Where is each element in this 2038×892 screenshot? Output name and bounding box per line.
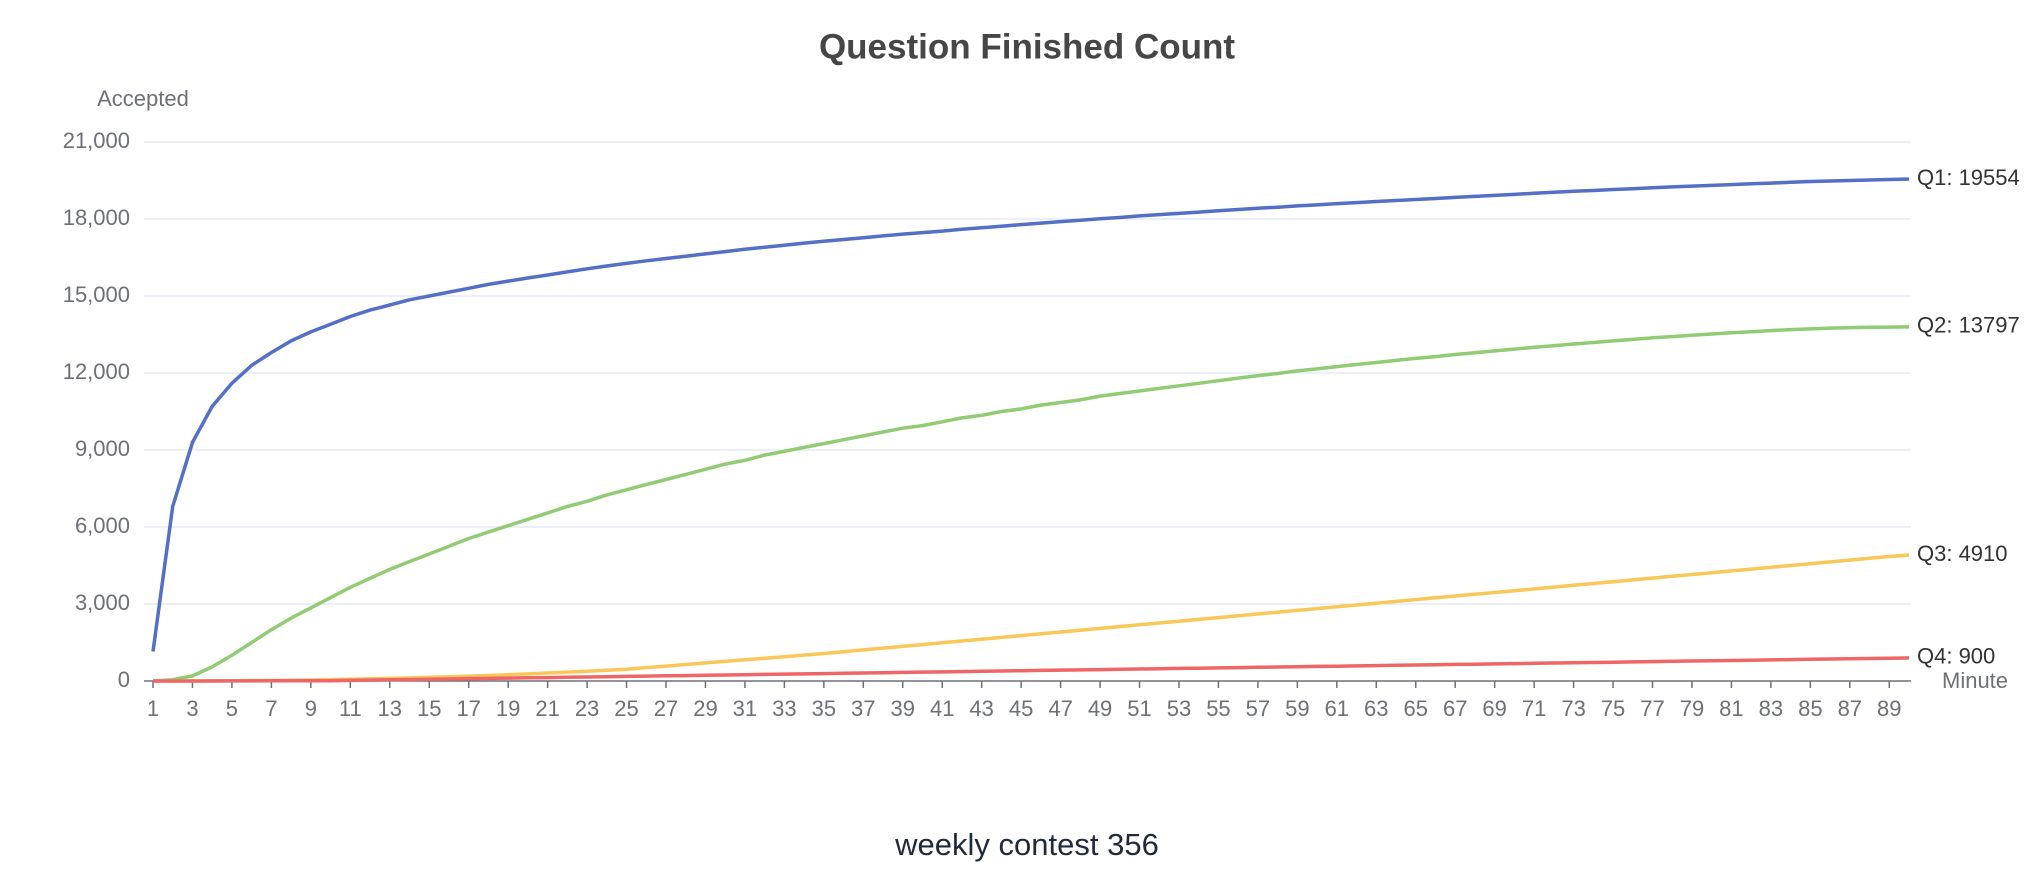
x-tick-label: 85 bbox=[1798, 696, 1822, 721]
x-tick-label: 59 bbox=[1285, 696, 1309, 721]
x-tick-label: 47 bbox=[1048, 696, 1072, 721]
y-tick-label: 18,000 bbox=[63, 205, 130, 230]
subtitle: weekly contest 356 bbox=[894, 827, 1159, 862]
x-tick-label: 39 bbox=[891, 696, 915, 721]
x-tick-label: 73 bbox=[1561, 696, 1585, 721]
x-tick-label: 71 bbox=[1522, 696, 1546, 721]
x-tick-label: 7 bbox=[265, 696, 277, 721]
x-tick-label: 63 bbox=[1364, 696, 1388, 721]
x-tick-label: 87 bbox=[1838, 696, 1862, 721]
x-tick-label: 37 bbox=[851, 696, 875, 721]
line-series bbox=[151, 177, 1910, 652]
x-tick-label: 23 bbox=[575, 696, 599, 721]
x-tick-label: 41 bbox=[930, 696, 954, 721]
x-tick-label: 31 bbox=[733, 696, 757, 721]
x-tick-label: 81 bbox=[1719, 696, 1743, 721]
x-tick-label: 77 bbox=[1640, 696, 1664, 721]
x-tick-label: 89 bbox=[1877, 696, 1901, 721]
y-axis-label: Accepted bbox=[97, 86, 189, 111]
x-tick-label: 11 bbox=[339, 696, 362, 721]
x-tick-label: 45 bbox=[1009, 696, 1033, 721]
x-tick-label: 69 bbox=[1482, 696, 1506, 721]
end-label: Q4: 900 bbox=[1917, 644, 1995, 669]
y-tick-label: 12,000 bbox=[63, 359, 130, 384]
x-tick-label: 3 bbox=[186, 696, 198, 721]
x-tick-label: 19 bbox=[496, 696, 520, 721]
y-tick-label: 3,000 bbox=[75, 590, 130, 615]
x-tick-label: 33 bbox=[772, 696, 796, 721]
x-tick-label: 15 bbox=[417, 696, 441, 721]
x-tick-label: 51 bbox=[1127, 696, 1151, 721]
end-label: Q2: 13797 bbox=[1917, 313, 2020, 338]
x-tick-label: 79 bbox=[1680, 696, 1704, 721]
y-tick-label: 6,000 bbox=[75, 513, 130, 538]
end-label: Q3: 4910 bbox=[1917, 541, 2008, 566]
x-tick-label: 61 bbox=[1325, 696, 1349, 721]
x-tick-label: 55 bbox=[1206, 696, 1230, 721]
line-series bbox=[153, 656, 1910, 683]
x-tick-label: 35 bbox=[812, 696, 836, 721]
y-tick-label: 0 bbox=[118, 667, 130, 692]
x-axis-label: Minute bbox=[1942, 668, 2008, 693]
x-tick-label: 21 bbox=[535, 696, 559, 721]
x-tick-label: 1 bbox=[147, 696, 159, 721]
line-series bbox=[152, 325, 1910, 683]
x-tick-label: 53 bbox=[1167, 696, 1191, 721]
x-tick-label: 83 bbox=[1759, 696, 1783, 721]
y-tick-label: 9,000 bbox=[75, 436, 130, 461]
y-tick-label: 15,000 bbox=[63, 282, 130, 307]
x-tick-label: 57 bbox=[1246, 696, 1270, 721]
x-tick-label: 65 bbox=[1403, 696, 1427, 721]
x-tick-label: 67 bbox=[1443, 696, 1467, 721]
x-tick-label: 75 bbox=[1601, 696, 1625, 721]
chart-title: Question Finished Count bbox=[819, 27, 1235, 66]
x-tick-label: 5 bbox=[226, 696, 238, 721]
y-tick-label: 21,000 bbox=[63, 128, 130, 153]
x-tick-label: 17 bbox=[456, 696, 480, 721]
line-series bbox=[153, 553, 1910, 683]
x-tick-label: 27 bbox=[654, 696, 678, 721]
x-tick-label: 43 bbox=[969, 696, 993, 721]
x-tick-label: 9 bbox=[305, 696, 317, 721]
x-tick-label: 49 bbox=[1088, 696, 1112, 721]
x-tick-label: 25 bbox=[614, 696, 638, 721]
x-tick-label: 29 bbox=[693, 696, 717, 721]
x-tick-label: 13 bbox=[378, 696, 402, 721]
end-label: Q1: 19554 bbox=[1917, 165, 2020, 190]
